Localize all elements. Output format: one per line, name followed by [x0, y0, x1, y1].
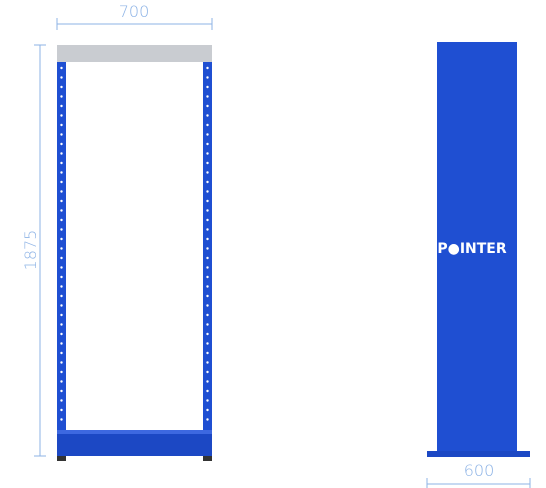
base: [427, 451, 530, 457]
hole: [60, 180, 63, 184]
hole: [60, 209, 63, 212]
hole: [60, 142, 63, 146]
hole: [60, 323, 63, 326]
hole: [60, 399, 63, 402]
side-panel: [437, 42, 517, 454]
hole: [60, 370, 63, 374]
hole: [206, 161, 209, 165]
hole: [60, 361, 63, 364]
hole: [60, 237, 63, 241]
hole: [206, 152, 209, 155]
hole: [206, 418, 209, 421]
hole: [60, 123, 63, 127]
hole: [206, 275, 209, 279]
hole: [60, 247, 63, 250]
hole: [206, 247, 209, 250]
hole: [60, 161, 63, 165]
logo: P●INTER: [437, 241, 507, 257]
upright: [57, 62, 66, 458]
bottom-shelf: [57, 430, 212, 456]
foot: [203, 456, 212, 461]
foot: [57, 456, 66, 461]
hole: [60, 66, 63, 70]
hole: [206, 237, 209, 241]
hole: [60, 104, 63, 108]
hole: [60, 171, 63, 174]
hole: [206, 361, 209, 364]
hole: [206, 76, 209, 79]
hole: [60, 294, 63, 298]
top-beam: [57, 45, 212, 62]
hole: [60, 389, 63, 393]
width-label: 700: [119, 2, 150, 21]
hole: [206, 133, 209, 136]
height-label: 1875: [21, 230, 40, 271]
hole: [60, 380, 63, 383]
hole: [60, 228, 63, 231]
hole: [206, 256, 209, 260]
hole: [60, 133, 63, 136]
hole: [206, 66, 209, 70]
hole: [206, 209, 209, 212]
hole: [60, 190, 63, 193]
hole: [206, 408, 209, 412]
hole: [60, 76, 63, 79]
shelf-edge: [57, 430, 212, 434]
hole: [60, 114, 63, 117]
hole: [60, 218, 63, 222]
hole: [206, 342, 209, 345]
hole: [60, 85, 63, 89]
hole: [206, 218, 209, 222]
hole: [206, 351, 209, 355]
hole: [206, 304, 209, 307]
hole: [60, 199, 63, 203]
hole: [206, 123, 209, 127]
depth-label: 600: [464, 461, 495, 480]
hole: [206, 294, 209, 298]
hole: [206, 142, 209, 146]
hole: [60, 304, 63, 307]
hole: [60, 256, 63, 260]
hole: [206, 104, 209, 108]
hole: [206, 85, 209, 89]
hole: [60, 313, 63, 317]
hole: [206, 180, 209, 184]
hole: [206, 266, 209, 269]
hole: [60, 332, 63, 336]
hole: [206, 114, 209, 117]
upright: [203, 62, 212, 458]
hole: [206, 190, 209, 193]
hole: [60, 342, 63, 345]
hole: [60, 408, 63, 412]
hole: [206, 171, 209, 174]
hole: [206, 323, 209, 326]
hole: [206, 313, 209, 317]
hole: [206, 389, 209, 393]
hole: [206, 95, 209, 98]
hole: [60, 152, 63, 155]
hole: [206, 228, 209, 231]
hole: [206, 380, 209, 383]
hole: [206, 370, 209, 374]
hole: [60, 418, 63, 421]
hole: [60, 285, 63, 288]
hole: [60, 95, 63, 98]
hole: [60, 266, 63, 269]
hole: [206, 285, 209, 288]
hole: [60, 275, 63, 279]
holes: [60, 66, 209, 421]
hole: [206, 332, 209, 336]
hole: [206, 399, 209, 402]
hole: [60, 351, 63, 355]
hole: [206, 199, 209, 203]
